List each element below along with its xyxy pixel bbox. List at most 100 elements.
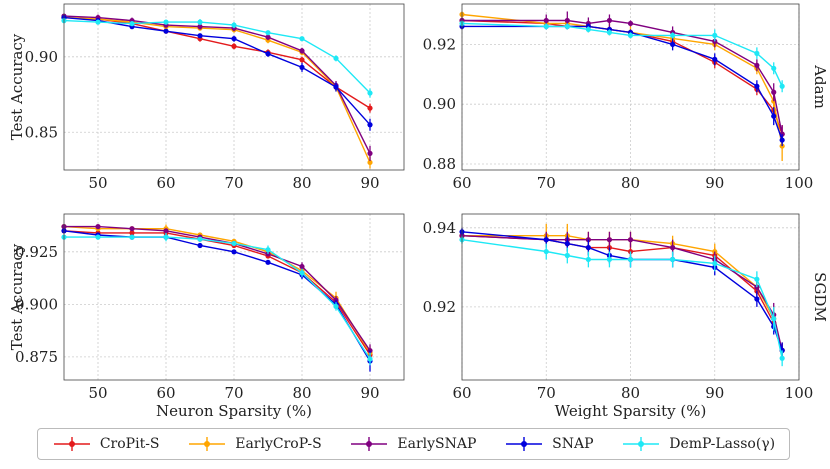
legend-label: EarlySNAP — [397, 436, 477, 452]
data-point — [95, 234, 101, 240]
series-line — [64, 225, 371, 351]
data-point — [231, 249, 237, 255]
data-point — [163, 19, 169, 25]
y-tick-label: 0.90 — [423, 95, 456, 113]
data-point — [231, 36, 237, 42]
data-point — [333, 55, 339, 61]
x-tick-label: 50 — [88, 384, 107, 402]
data-point — [299, 36, 305, 42]
row-label-adam: Adam — [811, 64, 829, 109]
legend-item: DemP-Lasso(γ) — [621, 434, 775, 454]
data-point — [163, 28, 169, 34]
series-line — [63, 15, 371, 154]
data-point — [367, 122, 373, 128]
data-point — [712, 38, 718, 44]
y-tick-label: 0.85 — [25, 123, 58, 141]
series-demp-lasso- — [459, 235, 785, 367]
x-axis-label: Neuron Sparsity (%) — [156, 402, 312, 420]
x-tick-label: 90 — [360, 384, 379, 402]
data-point — [197, 33, 203, 39]
x-tick-label: 60 — [452, 174, 471, 192]
data-point — [754, 62, 760, 68]
data-point — [231, 43, 237, 49]
data-point — [543, 237, 549, 243]
data-point — [779, 137, 785, 143]
series-line — [63, 19, 371, 94]
legend-item: EarlyCroP-S — [187, 434, 322, 454]
legend: CroPit-S EarlyCroP-S EarlySNAP SNAP DemP-Las… — [37, 428, 790, 460]
y-tick-label: 0.92 — [423, 35, 456, 53]
data-point — [606, 17, 613, 24]
y-tick-label: 0.94 — [423, 219, 456, 237]
legend-label: EarlyCroP-S — [235, 436, 322, 452]
data-point — [754, 296, 760, 302]
x-tick-label: 100 — [785, 174, 814, 192]
data-point — [367, 159, 373, 166]
data-point — [627, 20, 634, 27]
data-point — [754, 276, 760, 282]
y-tick-label: 0.90 — [25, 48, 58, 66]
data-point — [606, 256, 613, 263]
series-earlysnap — [459, 11, 785, 144]
series-line — [63, 16, 371, 163]
data-point — [712, 56, 718, 62]
data-point — [265, 259, 271, 265]
data-point — [265, 247, 271, 253]
data-point — [585, 244, 591, 251]
legend-label: CroPit-S — [99, 436, 160, 452]
legend-marker — [204, 441, 211, 447]
legend-marker — [68, 441, 75, 447]
x-tick-label: 90 — [705, 384, 724, 402]
panel-weight-adam: 60 70 80 90 100 0.88 0.90 0.92 Adam — [423, 3, 829, 192]
data-point — [129, 21, 135, 27]
data-point — [129, 234, 135, 240]
data-point — [771, 316, 777, 322]
legend-marker — [366, 441, 373, 447]
legend-item: CroPit-S — [52, 434, 160, 454]
series-demp-lasso- — [61, 18, 373, 98]
data-point — [627, 256, 634, 263]
data-point — [627, 237, 634, 243]
data-point — [163, 234, 169, 240]
y-tick-label: 0.875 — [15, 348, 58, 366]
data-point — [670, 256, 676, 263]
legend-swatch — [623, 437, 660, 451]
data-point — [771, 89, 777, 95]
y-axis-label: Test Accuracy — [8, 33, 26, 140]
data-point — [129, 230, 135, 236]
legend-label: SNAP — [552, 436, 594, 452]
data-point — [712, 248, 718, 255]
series-line — [63, 230, 371, 356]
data-point — [627, 32, 634, 39]
y-tick-label: 0.88 — [423, 155, 456, 173]
x-tick-label: 70 — [537, 174, 556, 192]
legend-swatch — [189, 437, 226, 451]
data-point — [163, 228, 169, 234]
data-point — [670, 41, 676, 47]
x-tick-label: 60 — [156, 384, 175, 402]
data-point — [670, 32, 676, 39]
data-point — [779, 83, 785, 89]
data-point — [129, 226, 135, 232]
data-point — [299, 263, 305, 270]
data-point — [712, 32, 718, 39]
data-point — [265, 51, 271, 57]
x-tick-label: 70 — [224, 384, 243, 402]
plot-frame — [461, 3, 800, 171]
x-axis-label: Weight Sparsity (%) — [555, 402, 707, 420]
data-point — [771, 113, 777, 119]
x-tick-label: 80 — [292, 174, 311, 192]
x-tick-label: 90 — [705, 174, 724, 192]
data-point — [197, 242, 203, 249]
data-point — [95, 224, 101, 230]
y-tick-label: 0.925 — [15, 243, 58, 261]
data-point — [712, 260, 718, 267]
y-axis-label: Test Accuracy — [8, 243, 26, 350]
legend-marker — [638, 441, 645, 447]
data-point — [367, 150, 373, 156]
data-point — [585, 237, 591, 243]
series-line — [63, 16, 371, 109]
data-point — [265, 34, 271, 40]
data-point — [585, 26, 591, 33]
